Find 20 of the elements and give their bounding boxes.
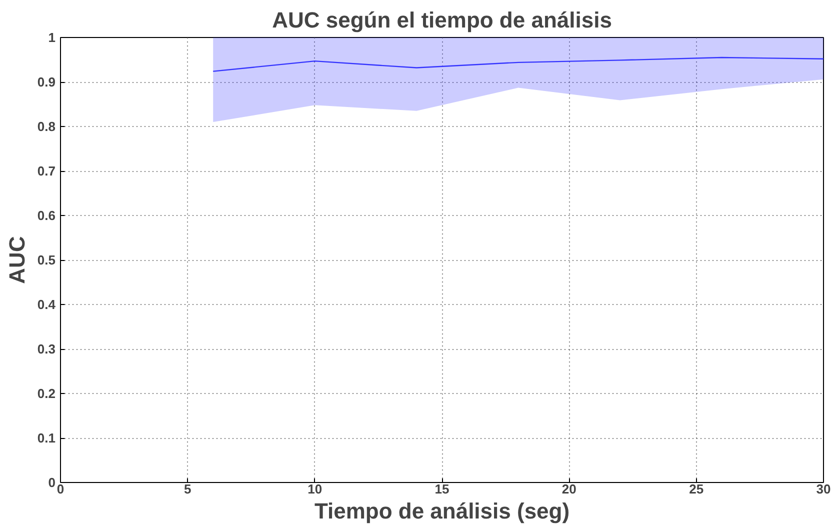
y-tick-label: 0.8: [37, 119, 56, 134]
x-tick-label: 15: [434, 482, 450, 496]
y-tick-label: 0.1: [37, 430, 56, 446]
y-tick-label: 0.9: [37, 74, 56, 90]
x-tick-label: 10: [308, 482, 322, 496]
y-tick-label: 0.2: [37, 386, 56, 401]
chart-title: AUC según el tiempo de análisis: [272, 8, 612, 32]
x-tick-label: 30: [816, 482, 831, 496]
x-tick-label: 5: [184, 482, 192, 496]
y-tick-label: 0.6: [37, 208, 56, 223]
y-tick-label: 0.3: [37, 342, 56, 356]
x-axis-title: Tiempo de análisis (seg): [314, 498, 570, 524]
y-axis-title: AUC: [4, 236, 30, 284]
x-tick-label: 20: [562, 482, 576, 496]
y-tick-label: 0.4: [37, 297, 56, 312]
y-tick-label: 0.7: [37, 164, 56, 178]
line-series: [212, 56, 824, 72]
x-tick-label: 25: [689, 482, 704, 496]
y-tick-label: 1: [48, 30, 56, 45]
y-tick-label: 0.5: [37, 252, 56, 268]
